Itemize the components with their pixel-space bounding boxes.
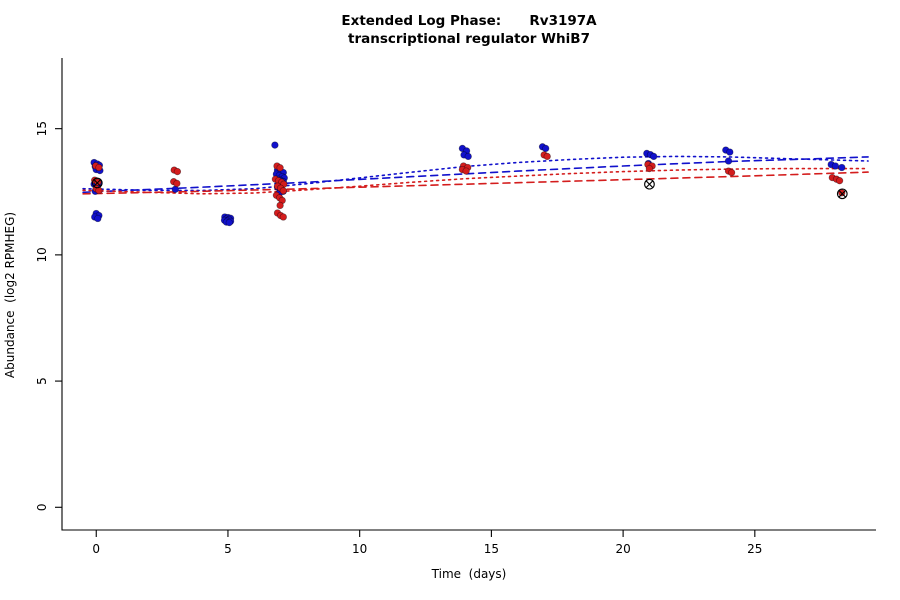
y-tick-label: 15: [35, 121, 49, 136]
y-axis-label: Abundance (log2 RPMHEG): [3, 212, 17, 378]
x-tick-label: 0: [92, 542, 100, 556]
circle-cross-point: [836, 188, 848, 200]
axes: 0 5 10 15 20 25 0 5 10 15: [35, 58, 876, 556]
flagged-points: [91, 177, 848, 200]
x-tick-label: 10: [352, 542, 367, 556]
blue-dotted-fit: [82, 155, 869, 192]
red-point: [279, 187, 287, 195]
x-tick-label: 5: [224, 542, 232, 556]
circle-cross-point: [644, 178, 655, 190]
x-tick-label: 20: [615, 542, 630, 556]
circle-cross-point: [91, 177, 103, 189]
red-dotted-fit: [82, 167, 869, 195]
blue-dashed-fit: [82, 156, 869, 194]
x-tick-label: 25: [747, 542, 762, 556]
y-tick-label: 5: [35, 377, 49, 385]
red-point: [173, 167, 182, 176]
axis-box: [61, 58, 876, 531]
blue-point: [724, 157, 733, 165]
chart-subtitle: transcriptional regulator WhiB7: [348, 31, 590, 47]
x-axis-label: Time (days): [431, 567, 507, 581]
red-point: [276, 164, 284, 172]
red-point: [173, 179, 181, 188]
blue-point: [171, 185, 179, 193]
x-tick-label: 15: [484, 542, 499, 556]
data-points: [90, 141, 846, 227]
blue-point: [726, 148, 734, 156]
red-point: [543, 152, 551, 161]
y-tick-label: 0: [35, 503, 49, 511]
blue-point: [838, 163, 846, 172]
red-point: [95, 163, 103, 172]
red-point: [835, 177, 844, 185]
red-point: [727, 168, 736, 177]
chart-title: Extended Log Phase: Rv3197A: [341, 13, 597, 29]
red-point: [645, 164, 654, 173]
trend-curves: [82, 155, 869, 195]
blue-point: [542, 144, 550, 153]
blue-point: [831, 162, 840, 170]
blue-point: [225, 218, 233, 227]
red-point: [462, 167, 470, 175]
red-point: [276, 201, 284, 210]
red-dashed-fit: [82, 171, 869, 195]
blue-point: [271, 141, 279, 149]
blue-point: [464, 152, 472, 161]
blue-point: [94, 214, 102, 223]
y-tick-label: 10: [35, 247, 49, 262]
red-point: [279, 213, 287, 221]
blue-point: [650, 152, 658, 161]
